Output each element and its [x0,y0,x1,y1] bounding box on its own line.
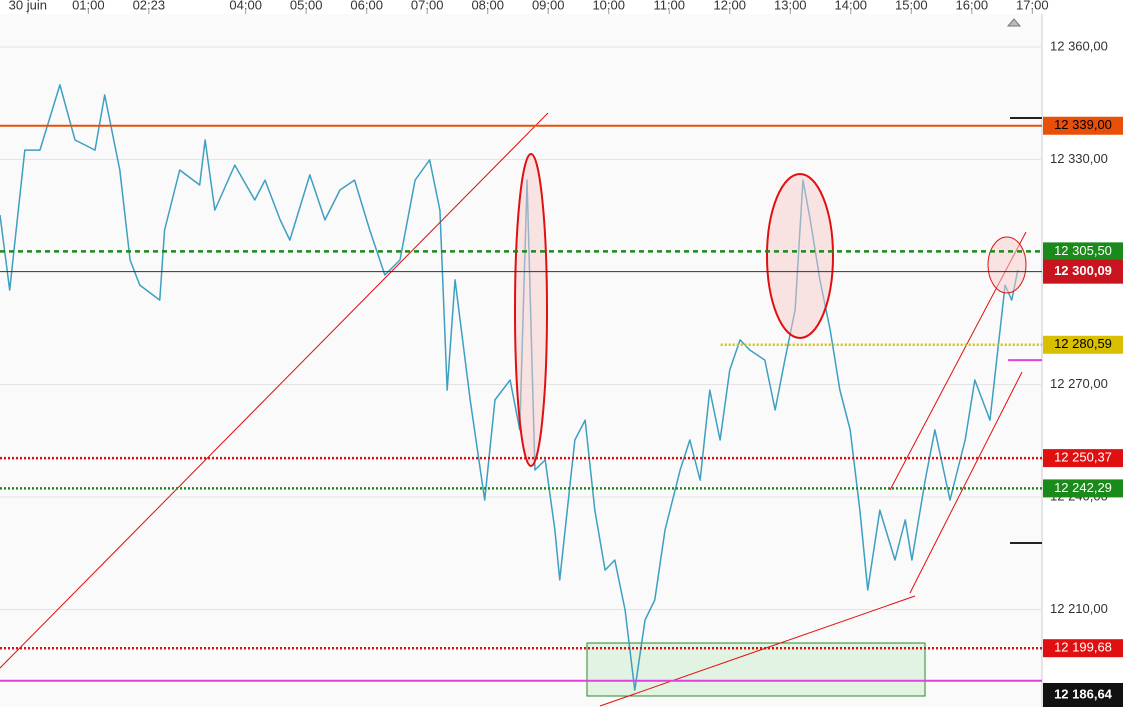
level-label-box [1043,116,1123,135]
x-tick-label: 11:00 [653,0,685,12]
y-tick-label: 12 360,00 [1050,38,1108,53]
price-line [0,84,1019,691]
level-label-box [1043,242,1123,261]
level-label: 12 199,68 [1054,640,1112,655]
x-tick-label: 14:00 [835,0,868,12]
x-tick-label: 30 juin [9,0,47,12]
highlight-ellipse [514,153,548,467]
level-label-box [1043,683,1123,707]
trend-line [0,112,549,669]
level-label-box [1043,335,1123,354]
x-tick-label: 05:00 [290,0,323,12]
x-tick-label: 16:00 [956,0,989,12]
x-tick-label: 06:00 [350,0,383,12]
level-label: 12 242,29 [1054,480,1112,495]
trend-line [599,595,916,707]
x-tick-label: 04:00 [229,0,262,12]
y-tick-label: 12 270,00 [1050,376,1108,391]
x-tick-label: 15:00 [895,0,928,12]
level-label: 12 186,64 [1054,686,1113,701]
scroll-icon[interactable] [1006,18,1022,27]
level-label: 12 300,09 [1054,263,1112,278]
highlight-ellipse [987,236,1027,294]
x-tick-label: 09:00 [532,0,565,12]
level-label: 12 280,59 [1054,336,1112,351]
x-tick-label: 08:00 [471,0,504,12]
level-label-box [1043,449,1123,468]
level-label: 12 339,00 [1054,117,1112,132]
x-tick-label: 07:00 [411,0,444,12]
level-label: 12 250,37 [1054,450,1112,465]
level-label: 12 305,50 [1054,243,1112,258]
x-tick-label: 12:00 [713,0,746,12]
x-tick-label: 17:00 [1016,0,1049,12]
level-label-box [1043,479,1123,498]
trend-line [909,371,1023,594]
highlight-ellipse [766,173,834,339]
x-tick-label: 01:00 [72,0,105,12]
time-axis-band [0,0,1123,14]
level-label-box [1043,639,1123,658]
y-tick-label: 12 330,00 [1050,151,1108,166]
x-tick-label: 02:23 [133,0,166,12]
x-tick-label: 10:00 [592,0,625,12]
x-tick-label: 13:00 [774,0,807,12]
y-tick-label: 12 210,00 [1050,601,1108,616]
level-label-box [1043,259,1123,284]
